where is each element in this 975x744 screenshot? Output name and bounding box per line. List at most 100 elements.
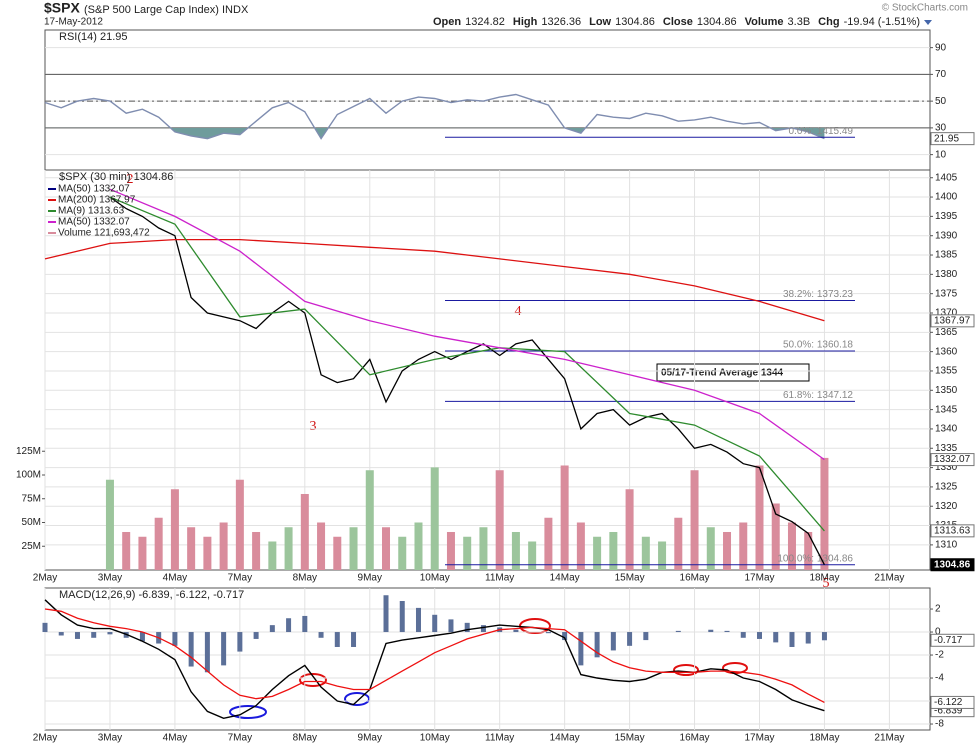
volume-bar	[609, 531, 618, 570]
volume-bar	[528, 541, 537, 570]
x-tick-label: 4May	[163, 733, 187, 744]
x-tick-label: 18May	[809, 733, 839, 744]
quote-label: Low	[589, 16, 611, 28]
volume-bar	[723, 531, 732, 570]
volume-bar	[284, 527, 293, 570]
quote-value: 1324.82	[465, 16, 505, 28]
wave-label: 3	[310, 419, 317, 434]
ellipse	[673, 664, 699, 676]
x-tick-label: 10May	[420, 573, 450, 584]
y-tick-label: 1325	[935, 482, 958, 493]
macd-histogram-bar	[91, 632, 97, 638]
last-value: 21.95	[934, 133, 959, 144]
x-tick-label: 4May	[163, 573, 187, 584]
last-value-box	[930, 132, 975, 146]
y-tick-label: 50	[935, 96, 947, 107]
y-tick-label: 1355	[935, 366, 958, 377]
quote-label: High	[513, 16, 538, 28]
y-tick-label: 1380	[935, 269, 958, 280]
volume-tick-label: 75M	[22, 493, 41, 504]
y-tick-label: 1335	[935, 443, 958, 454]
macd-histogram-bar	[399, 600, 405, 633]
macd-histogram-bar	[821, 632, 827, 641]
panel-title: $SPX (30 min) 1304.86	[59, 171, 173, 183]
last-value-box	[930, 314, 975, 328]
macd-histogram-bar	[627, 632, 633, 646]
y-tick-label: 1400	[935, 192, 958, 203]
ellipse	[299, 673, 327, 687]
macd-histogram-bar	[448, 619, 454, 633]
macd-histogram-bar	[480, 625, 486, 633]
volume-bar	[187, 527, 196, 570]
date: 17-May-2012	[44, 17, 103, 28]
macd-histogram-bar	[675, 630, 681, 633]
volume-bar	[398, 536, 407, 570]
last-value: -6.122	[934, 697, 963, 708]
x-tick-label: 9May	[358, 573, 382, 584]
volume-bar	[544, 517, 553, 570]
y-tick-label: 1310	[935, 540, 958, 551]
y-tick-label: 1320	[935, 501, 958, 512]
symbol: $SPX	[44, 0, 80, 16]
wave-label: 5	[823, 576, 830, 591]
volume-bar	[495, 470, 504, 570]
series-line	[44, 93, 825, 140]
volume-bar	[219, 522, 228, 570]
volume-bar	[706, 527, 715, 570]
volume-bar	[674, 517, 683, 570]
volume-bar	[154, 517, 163, 570]
credit: © StockCharts.com	[882, 3, 968, 14]
y-tick-label: 1395	[935, 211, 958, 222]
wave-label: 4	[515, 304, 522, 319]
macd-histogram-bar	[789, 632, 795, 647]
macd-histogram-bar	[107, 632, 113, 635]
quote-value: 1304.86	[615, 16, 655, 28]
quote-label: Open	[433, 16, 461, 28]
volume-bar	[771, 503, 780, 570]
quote-value: 1326.36	[541, 16, 581, 28]
volume-bar	[268, 541, 277, 570]
y-tick-label: -8	[935, 719, 944, 730]
fib-label: 61.8%: 1347.12	[783, 390, 853, 401]
volume-bar	[235, 479, 244, 570]
dropdown-arrow[interactable]	[924, 20, 932, 25]
macd-histogram-bar	[724, 630, 730, 633]
macd-histogram-bar	[578, 632, 584, 666]
x-tick-label: 11May	[485, 733, 514, 744]
y-tick-label: 1345	[935, 404, 958, 415]
volume-bar	[382, 527, 391, 570]
last-value: 1332.07	[934, 454, 971, 465]
volume-bar	[593, 536, 602, 570]
quote-value: 3.3B	[788, 16, 811, 28]
macd-histogram-bar	[172, 632, 178, 646]
x-tick-label: 16May	[680, 573, 710, 584]
macd-histogram-bar	[708, 629, 714, 633]
volume-bar	[755, 465, 764, 570]
macd-histogram-bar	[383, 595, 389, 633]
symbol-name: (S&P 500 Large Cap Index) INDX	[84, 4, 249, 16]
volume-bar	[658, 541, 667, 570]
x-tick-label: 3May	[98, 573, 122, 584]
last-value-box	[930, 453, 975, 467]
last-value: 1313.63	[934, 525, 971, 536]
x-tick-label: 9May	[358, 733, 382, 744]
macd-histogram-bar	[513, 629, 519, 633]
macd-histogram-bar	[286, 618, 292, 633]
macd-histogram-bar	[221, 632, 227, 666]
x-tick-label: 17May	[744, 733, 774, 744]
y-tick-label: 1405	[935, 172, 958, 183]
last-value-box	[930, 558, 975, 572]
panel-title: RSI(14) 21.95	[59, 31, 127, 43]
macd-histogram-bar	[594, 632, 600, 658]
volume-bar	[690, 470, 699, 570]
last-value-box	[930, 633, 975, 647]
x-tick-label: 11May	[485, 573, 514, 584]
x-tick-label: 17May	[744, 573, 774, 584]
rsi-oversold-fill	[45, 127, 825, 139]
macd-histogram-bar	[545, 632, 551, 634]
volume-bar	[300, 493, 309, 570]
macd-histogram-bar	[42, 622, 48, 633]
macd-histogram-bar	[773, 632, 779, 643]
y-tick-label: 70	[935, 69, 947, 80]
x-tick-label: 18May	[809, 573, 839, 584]
